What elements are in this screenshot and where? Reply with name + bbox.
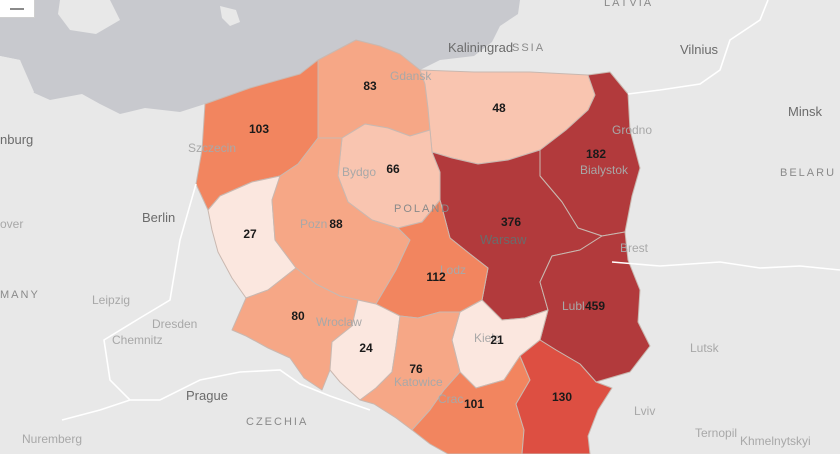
country-label-russia: SSIA (512, 42, 545, 54)
value-label-pomorskie: 83 (363, 79, 377, 93)
value-label-dolnoslaskie: 80 (291, 309, 305, 323)
country-label-poland: POLAND (394, 203, 451, 215)
country-border (611, 261, 840, 271)
city-label-vilnius: Vilnius (680, 42, 719, 57)
city-label-kielce: Kielc (474, 331, 500, 345)
city-label-cracow: Crac (438, 392, 463, 406)
value-label-lubelskie: 459 (585, 299, 605, 313)
city-label-grodno: Grodno (612, 123, 652, 137)
city-label-brest: Brest (620, 241, 649, 255)
city-label-lviv: Lviv (634, 404, 655, 418)
city-label-bydgoszcz: Bydgo (342, 165, 376, 179)
value-label-mazowieckie: 376 (501, 215, 521, 229)
value-label-opolskie: 24 (359, 341, 373, 355)
city-label-chemnitz: Chemnitz (112, 333, 163, 347)
value-label-swietokrzyskie: 21 (490, 333, 504, 347)
country-border (103, 183, 371, 411)
value-label-wielkopolskie: 88 (329, 217, 343, 231)
city-label-lublin: Lubl (562, 299, 585, 313)
city-label-lodz: Lodz (440, 263, 466, 277)
city-label-berlin: Berlin (142, 210, 175, 225)
city-label-wroclaw: Wroclaw (316, 315, 362, 329)
menu-icon (10, 7, 24, 10)
menu-button[interactable] (0, 0, 35, 18)
region-podkarpackie[interactable] (515, 339, 613, 454)
city-label-poznan: Pozn (300, 217, 327, 231)
value-label-slaskie: 76 (409, 362, 423, 376)
city-label-kaliningrad: Kaliningrad (448, 40, 513, 55)
city-label-leipzig: Leipzig (92, 293, 130, 307)
value-label-warminsko-mazurskie: 48 (492, 101, 506, 115)
value-label-podlaskie: 182 (586, 147, 606, 161)
city-label-bialystok: Bialystok (580, 163, 629, 177)
city-label-dresden: Dresden (152, 317, 197, 331)
city-label-szczecin: Szczecin (188, 141, 236, 155)
value-label-lubuskie: 27 (243, 227, 257, 241)
country-border (627, 0, 769, 95)
city-label-khmelnytskyi: Khmelnytskyi (740, 434, 811, 448)
city-label-hannover: over (0, 217, 23, 231)
value-label-malopolskie: 101 (464, 397, 484, 411)
city-label-lutsk: Lutsk (690, 341, 720, 355)
city-label-katowice: Katowice (394, 375, 443, 389)
baltic-sea (0, 0, 520, 114)
coast-strip (58, 0, 120, 34)
city-label-warsaw: Warsaw (480, 232, 527, 247)
city-label-gdansk: Gdansk (390, 69, 432, 83)
country-label-czechia: CZECHIA (246, 416, 308, 428)
city-label-nuremberg: Nuremberg (22, 432, 82, 446)
island (220, 6, 240, 26)
value-label-lodzkie: 112 (426, 270, 446, 284)
value-label-kujawsko-pomorskie: 66 (386, 162, 400, 176)
value-label-podkarpackie: 130 (552, 390, 572, 404)
country-label-belarus: BELARU (780, 167, 836, 179)
city-label-hamburg: nburg (0, 132, 33, 147)
value-label-zachodniopomorskie: 103 (249, 122, 269, 136)
country-label-germany: MANY (0, 289, 40, 301)
city-label-prague: Prague (186, 388, 228, 403)
country-label-latvia: LATVIA (604, 0, 653, 9)
city-label-minsk: Minsk (788, 104, 822, 119)
city-label-ternopil: Ternopil (695, 426, 737, 440)
country-border (61, 399, 131, 421)
coast-strip (0, 56, 34, 110)
